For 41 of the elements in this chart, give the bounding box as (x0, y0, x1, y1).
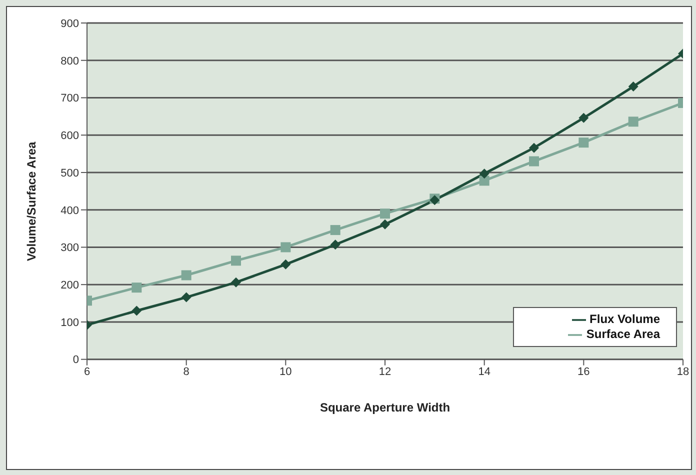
y-tick-label: 200 (60, 280, 79, 292)
y-tick-label: 300 (60, 242, 79, 254)
point (330, 240, 340, 250)
point (628, 82, 638, 92)
point (628, 116, 638, 127)
point (181, 292, 192, 302)
point (578, 138, 589, 148)
point (578, 112, 589, 123)
x-tick-label: 12 (378, 366, 392, 378)
point (132, 306, 142, 316)
y-tick-label: 400 (60, 204, 79, 217)
x-axis-title: Square Aperture Width (320, 400, 450, 414)
x-tick-label: 10 (280, 366, 292, 378)
x-tick-label: 8 (183, 366, 190, 378)
point (181, 270, 192, 280)
x-tick-label: 14 (478, 366, 490, 378)
y-tick-label: 800 (60, 55, 79, 68)
point (330, 225, 340, 236)
legend-label: Flux Volume (590, 312, 660, 326)
x-tick-label: 16 (578, 366, 590, 378)
point (479, 168, 490, 179)
y-tick-label: 500 (60, 167, 79, 180)
point (380, 219, 390, 230)
y-tick-label: 100 (60, 316, 79, 329)
point (231, 256, 241, 266)
y-axis-title: Volume/Surface Area (24, 141, 38, 262)
x-tick-label: 18 (676, 366, 690, 378)
x-tick-label: 6 (84, 366, 90, 378)
y-tick-label: 0 (72, 354, 79, 366)
point (479, 176, 490, 186)
y-tick-label: 700 (60, 92, 79, 105)
y-tick-label: 600 (60, 130, 79, 142)
legend-label: Surface Area (586, 327, 660, 342)
point (380, 208, 390, 219)
point (231, 277, 241, 288)
point (132, 282, 142, 293)
point (529, 156, 539, 166)
y-tick-label: 900 (60, 18, 79, 30)
point (280, 242, 291, 252)
point (280, 259, 291, 270)
point (529, 142, 539, 153)
